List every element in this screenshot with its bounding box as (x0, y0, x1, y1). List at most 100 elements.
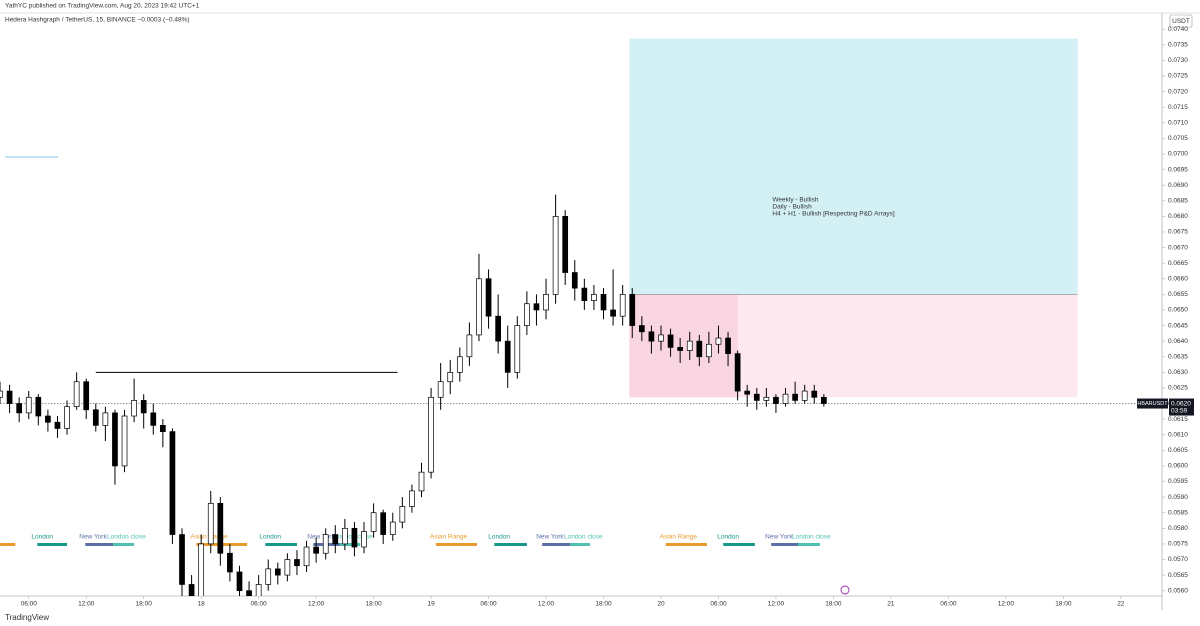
x-tick-label: 19 (427, 601, 435, 608)
x-tick-label: 06:00 (480, 601, 497, 608)
session-bar (340, 543, 361, 546)
y-tick-label: 0.0690 (1168, 182, 1188, 189)
candle-body (658, 334, 664, 342)
currency-box[interactable] (1169, 14, 1193, 28)
x-tick-label: 06:00 (21, 601, 38, 608)
candle-body (131, 400, 137, 417)
candle-body (696, 340, 703, 358)
session-bar (265, 543, 297, 546)
candle-body (466, 334, 473, 358)
y-tick-label: 0.0600 (1168, 463, 1188, 470)
candle-body (342, 527, 348, 545)
candle-body (504, 340, 511, 373)
currency: USDT (1172, 18, 1190, 25)
candle-body (773, 396, 779, 404)
y-tick-label: 0.0640 (1168, 338, 1188, 345)
candle-body (92, 409, 99, 426)
x-tick-label: 06:00 (940, 601, 957, 608)
session-label: London (488, 534, 510, 541)
y-tick-label: 0.0585 (1168, 509, 1188, 516)
candle-body (562, 216, 569, 273)
candle-body (811, 390, 818, 398)
x-tick-label: 06:00 (710, 601, 727, 608)
countdown: 03:59 (1171, 407, 1188, 414)
candle-body (54, 421, 61, 429)
candle-body (447, 371, 454, 383)
price-tag-box (1169, 398, 1194, 416)
candle-body (495, 315, 501, 342)
session-label: Asian Range (660, 534, 698, 541)
candle-body (284, 559, 291, 576)
target-zone (629, 38, 1078, 295)
y-tick-label: 0.0615 (1168, 416, 1188, 423)
session-bar (569, 543, 591, 546)
y-tick-label: 0.0655 (1168, 291, 1188, 298)
candle-body (706, 343, 712, 358)
candle-body (485, 278, 492, 317)
candle-body (265, 568, 272, 585)
candle-body (380, 512, 387, 535)
candle-body (638, 325, 645, 333)
candle-body (322, 534, 329, 554)
candle-body (619, 294, 626, 317)
session-label: London (717, 534, 739, 541)
x-tick-label: 12:00 (308, 601, 325, 608)
x-tick-label: 12:00 (768, 601, 785, 608)
candle-body (112, 412, 118, 467)
candle-body (169, 431, 176, 535)
footer: TradingView (5, 613, 49, 622)
candle-body (753, 393, 760, 401)
candle-body (524, 303, 530, 326)
y-tick-label: 0.0695 (1168, 166, 1188, 173)
session-bar (113, 543, 135, 546)
y-tick-label: 0.0560 (1168, 587, 1188, 594)
session-label: New York (307, 534, 335, 541)
x-tick-label: 18:00 (1055, 601, 1072, 608)
candle-body (45, 415, 51, 423)
session-label: New York (79, 534, 107, 541)
event-icon[interactable] (840, 585, 850, 595)
candle-body (600, 294, 607, 311)
session-bar (0, 543, 16, 546)
y-tick-label: 0.0675 (1168, 229, 1188, 236)
candle-body (370, 512, 377, 532)
y-tick-label: 0.0670 (1168, 244, 1188, 251)
candle-body (198, 543, 205, 596)
stop-zone-filled (629, 294, 738, 398)
session-bar (85, 543, 114, 546)
candle-body (792, 393, 798, 401)
session-label: London close (564, 534, 603, 541)
y-tick-label: 0.0635 (1168, 353, 1188, 360)
candle-body (179, 534, 185, 585)
candle-body (274, 568, 281, 576)
y-tick-label: 0.0685 (1168, 198, 1188, 205)
session-bar (665, 543, 707, 546)
y-tick-label: 0.0645 (1168, 322, 1188, 329)
candle-body (361, 531, 367, 548)
candle-body (514, 325, 521, 373)
y-tick-label: 0.0580 (1168, 525, 1188, 532)
y-tick-label: 0.0680 (1168, 213, 1188, 220)
candle-body (801, 390, 808, 401)
candle-body (428, 396, 434, 473)
candle-body (102, 412, 109, 426)
candle-body (25, 396, 32, 414)
candle-body (686, 340, 693, 351)
y-tick-label: 0.0705 (1168, 135, 1188, 142)
axes: 0.0560 0.0565 0.0570 0.0575 0.0580 0.0585 0.05… (21, 26, 1194, 608)
candle-body (246, 590, 252, 596)
candle-body (677, 347, 683, 351)
candle-body (571, 272, 578, 289)
x-tick-label: 18:00 (825, 601, 842, 608)
session-bar (37, 543, 68, 546)
candle-body (227, 552, 233, 573)
y-tick-label: 0.0735 (1168, 42, 1188, 49)
candle-body (255, 584, 262, 596)
x-tick-label: 12:00 (538, 601, 555, 608)
y-tick-label: 0.0570 (1168, 556, 1188, 563)
candle-body (476, 278, 482, 336)
y-tick-label: 0.0595 (1168, 478, 1188, 485)
session-label: Asian Range (430, 534, 468, 541)
candle-body (35, 396, 42, 417)
